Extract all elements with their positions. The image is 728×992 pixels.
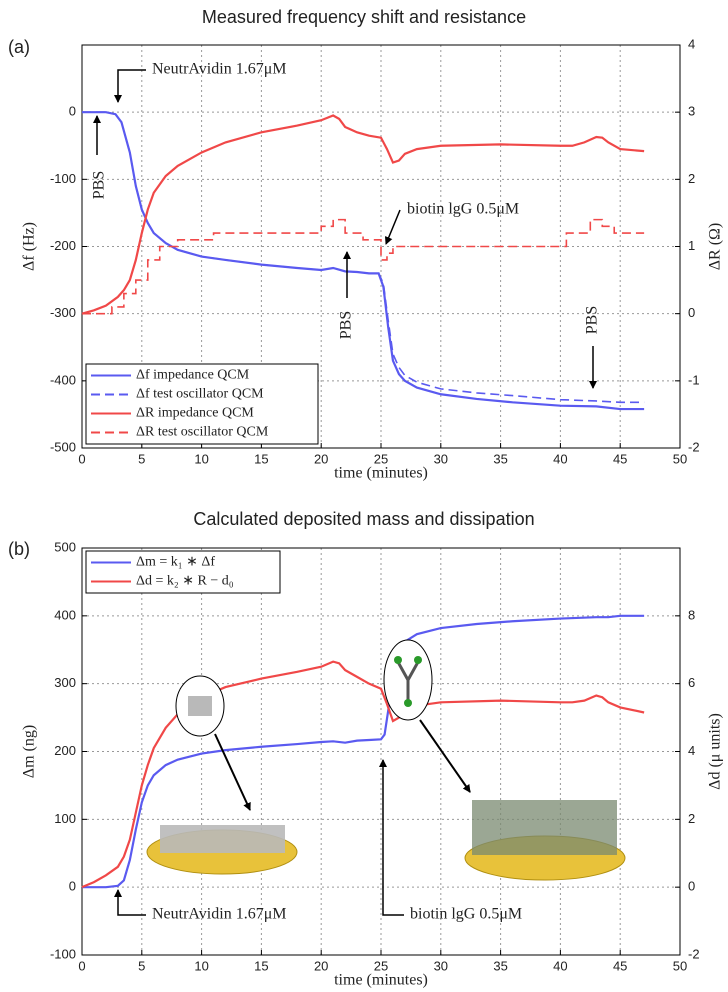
legend-box (85, 363, 319, 445)
panel-label: (b) (8, 539, 30, 559)
series-line (82, 218, 645, 315)
annotation: PBS (584, 306, 601, 334)
y2-tick-label: 0 (688, 305, 695, 320)
x-tick-label: 10 (194, 451, 208, 466)
x-tick-label: 35 (493, 451, 507, 466)
x-tick-label: 15 (254, 958, 268, 973)
y-tick-label: 400 (54, 607, 76, 622)
y-axis-label: Δf (Hz) (21, 222, 38, 271)
chart-title: Measured frequency shift and resistance (202, 7, 526, 27)
x-tick-label: 20 (314, 958, 328, 973)
annotation-arrow (114, 889, 146, 916)
annotation: PBS (91, 171, 108, 199)
y2-axis-label: ΔR (Ω) (707, 223, 724, 271)
plot-frame (81, 547, 681, 956)
annotation: biotin lgG 0.5μM (410, 906, 522, 923)
y-tick-label: -100 (50, 946, 76, 961)
y-tick-label: 500 (54, 539, 76, 554)
y-tick-label: -200 (50, 238, 76, 253)
x-tick-label: 50 (673, 958, 687, 973)
legend-box (85, 550, 281, 594)
x-tick-label: 40 (553, 451, 567, 466)
x-tick-label: 35 (493, 958, 507, 973)
y2-tick-label: 3 (688, 104, 695, 119)
x-tick-label: 20 (314, 451, 328, 466)
y2-tick-label: 6 (688, 675, 695, 690)
y2-tick-label: -2 (688, 946, 700, 961)
illustration-biotin-igg (383, 639, 626, 881)
legend-label: Δf test oscillator QCM (136, 387, 264, 402)
y-tick-label: 100 (54, 811, 76, 826)
x-tick-label: 50 (673, 451, 687, 466)
y-tick-label: -500 (50, 439, 76, 454)
series-line (81, 660, 645, 889)
x-tick-label: 45 (613, 451, 627, 466)
y-tick-label: -100 (50, 171, 76, 186)
annotation: NeutrAvidin 1.67μM (152, 61, 287, 78)
y-tick-label: -400 (50, 372, 76, 387)
x-tick-label: 30 (434, 451, 448, 466)
y-tick-label: 200 (54, 743, 76, 758)
y-tick-label: 0 (69, 104, 76, 119)
x-tick-label: 0 (78, 958, 85, 973)
illustration-neutravidin (146, 675, 298, 875)
series-line (81, 114, 645, 315)
annotation: NeutrAvidin 1.67μM (152, 906, 287, 923)
y2-tick-label: 4 (688, 743, 695, 758)
annotation-arrow (384, 209, 401, 245)
x-tick-label: 45 (613, 958, 627, 973)
legend-label: ΔR test oscillator QCM (136, 425, 269, 440)
y-tick-label: -300 (50, 305, 76, 320)
panel: Measured frequency shift and resistance (… (8, 7, 724, 482)
legend-label: Δf impedance QCM (136, 368, 250, 383)
x-tick-label: 25 (374, 451, 388, 466)
legend-label: Δm = k₁ ∗ Δf (136, 555, 215, 570)
legend-label: ΔR impedance QCM (136, 406, 254, 421)
y-tick-label: 300 (54, 675, 76, 690)
y-axis-label: Δm (ng) (21, 725, 38, 778)
x-axis-label: time (minutes) (334, 465, 428, 482)
x-tick-label: 40 (553, 958, 567, 973)
x-tick-label: 15 (254, 451, 268, 466)
series-line (82, 111, 645, 411)
series-line (82, 111, 645, 404)
annotation-arrow (379, 759, 404, 916)
y2-tick-label: 2 (688, 171, 695, 186)
x-tick-label: 25 (374, 958, 388, 973)
plot-frame (81, 44, 681, 449)
y2-tick-label: 8 (688, 607, 695, 622)
y2-tick-label: 1 (688, 238, 695, 253)
legend-label: Δd = k₂ ∗ R − d₀ (136, 574, 234, 589)
panel: Calculated deposited mass and dissipatio… (8, 509, 724, 989)
panel-label: (a) (8, 37, 30, 57)
annotation-arrow (114, 69, 146, 103)
annotation: biotin lgG 0.5μM (407, 201, 519, 218)
y2-axis-label: Δd (μ units) (707, 713, 724, 790)
x-tick-label: 30 (434, 958, 448, 973)
series-line (82, 614, 645, 889)
x-tick-label: 10 (194, 958, 208, 973)
x-axis-label: time (minutes) (334, 972, 428, 989)
y2-tick-label: 4 (688, 36, 695, 51)
chart-title: Calculated deposited mass and dissipatio… (193, 509, 534, 529)
y2-tick-label: -1 (688, 372, 700, 387)
annotation: PBS (338, 311, 355, 339)
y2-tick-label: -2 (688, 439, 700, 454)
x-tick-label: 5 (138, 958, 145, 973)
x-tick-label: 5 (138, 451, 145, 466)
y2-tick-label: 2 (688, 811, 695, 826)
y2-tick-label: 0 (688, 879, 695, 894)
x-tick-label: 0 (78, 451, 85, 466)
y-tick-label: 0 (69, 879, 76, 894)
